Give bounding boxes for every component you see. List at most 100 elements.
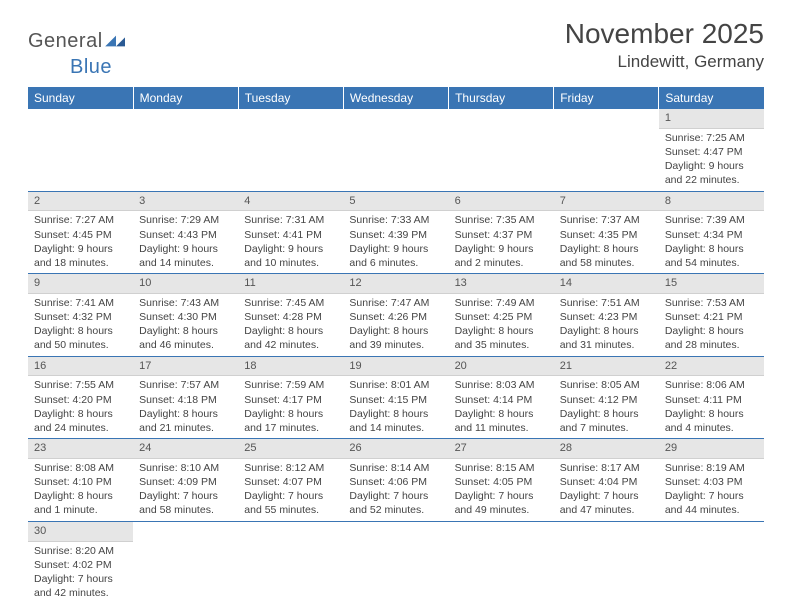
day-number: 6: [449, 192, 554, 212]
calendar-cell: [554, 109, 659, 191]
calendar-cell: [133, 521, 238, 603]
day-detail-line: Sunset: 4:37 PM: [455, 228, 548, 242]
day-detail-line: Sunrise: 7:37 AM: [560, 213, 653, 227]
calendar-cell: 24Sunrise: 8:10 AMSunset: 4:09 PMDayligh…: [133, 439, 238, 522]
day-detail-line: Sunset: 4:14 PM: [455, 393, 548, 407]
calendar-cell: [28, 109, 133, 191]
day-number: 17: [133, 357, 238, 377]
day-details: Sunrise: 7:25 AMSunset: 4:47 PMDaylight:…: [659, 129, 764, 191]
day-detail-line: Sunset: 4:10 PM: [34, 475, 127, 489]
calendar-cell: [343, 521, 448, 603]
calendar-row: 9Sunrise: 7:41 AMSunset: 4:32 PMDaylight…: [28, 274, 764, 357]
day-detail-line: Sunset: 4:34 PM: [665, 228, 758, 242]
day-number: 3: [133, 192, 238, 212]
day-detail-line: and 54 minutes.: [665, 256, 758, 270]
day-detail-line: Daylight: 7 hours: [455, 489, 548, 503]
day-detail-line: Sunrise: 8:19 AM: [665, 461, 758, 475]
day-detail-line: Daylight: 8 hours: [244, 324, 337, 338]
calendar-row: 2Sunrise: 7:27 AMSunset: 4:45 PMDaylight…: [28, 191, 764, 274]
day-detail-line: Daylight: 9 hours: [665, 159, 758, 173]
day-detail-line: Sunrise: 7:41 AM: [34, 296, 127, 310]
day-header: Monday: [133, 87, 238, 109]
day-number: 24: [133, 439, 238, 459]
calendar-row: 16Sunrise: 7:55 AMSunset: 4:20 PMDayligh…: [28, 356, 764, 439]
day-detail-line: Sunrise: 7:57 AM: [139, 378, 232, 392]
day-detail-line: Sunset: 4:17 PM: [244, 393, 337, 407]
day-number: 26: [343, 439, 448, 459]
day-header: Wednesday: [343, 87, 448, 109]
day-details: Sunrise: 8:20 AMSunset: 4:02 PMDaylight:…: [28, 542, 133, 604]
calendar-cell: [449, 521, 554, 603]
day-detail-line: Sunrise: 7:45 AM: [244, 296, 337, 310]
day-detail-line: Sunrise: 8:15 AM: [455, 461, 548, 475]
day-details: Sunrise: 7:55 AMSunset: 4:20 PMDaylight:…: [28, 376, 133, 438]
day-detail-line: Sunset: 4:06 PM: [349, 475, 442, 489]
day-detail-line: Sunset: 4:20 PM: [34, 393, 127, 407]
day-detail-line: Sunrise: 8:08 AM: [34, 461, 127, 475]
day-detail-line: Sunset: 4:43 PM: [139, 228, 232, 242]
day-number: 29: [659, 439, 764, 459]
day-number: 22: [659, 357, 764, 377]
day-detail-line: and 44 minutes.: [665, 503, 758, 517]
day-detail-line: and 11 minutes.: [455, 421, 548, 435]
day-details: Sunrise: 7:39 AMSunset: 4:34 PMDaylight:…: [659, 211, 764, 273]
day-detail-line: and 58 minutes.: [560, 256, 653, 270]
day-detail-line: Daylight: 8 hours: [349, 407, 442, 421]
day-detail-line: Sunset: 4:45 PM: [34, 228, 127, 242]
day-detail-line: and 39 minutes.: [349, 338, 442, 352]
day-detail-line: Sunset: 4:03 PM: [665, 475, 758, 489]
day-detail-line: and 10 minutes.: [244, 256, 337, 270]
day-detail-line: Sunrise: 8:05 AM: [560, 378, 653, 392]
day-detail-line: Sunset: 4:35 PM: [560, 228, 653, 242]
day-detail-line: Sunset: 4:26 PM: [349, 310, 442, 324]
day-details: Sunrise: 7:49 AMSunset: 4:25 PMDaylight:…: [449, 294, 554, 356]
day-detail-line: Daylight: 8 hours: [244, 407, 337, 421]
day-details: Sunrise: 8:08 AMSunset: 4:10 PMDaylight:…: [28, 459, 133, 521]
day-detail-line: and 42 minutes.: [244, 338, 337, 352]
day-detail-line: Sunset: 4:02 PM: [34, 558, 127, 572]
day-details: Sunrise: 7:53 AMSunset: 4:21 PMDaylight:…: [659, 294, 764, 356]
day-detail-line: and 49 minutes.: [455, 503, 548, 517]
day-detail-line: Daylight: 9 hours: [139, 242, 232, 256]
day-detail-line: Daylight: 8 hours: [560, 324, 653, 338]
day-detail-line: and 14 minutes.: [349, 421, 442, 435]
day-detail-line: Sunrise: 8:06 AM: [665, 378, 758, 392]
day-details: Sunrise: 7:47 AMSunset: 4:26 PMDaylight:…: [343, 294, 448, 356]
calendar-cell: [554, 521, 659, 603]
calendar-cell: 3Sunrise: 7:29 AMSunset: 4:43 PMDaylight…: [133, 191, 238, 274]
calendar-row: 1Sunrise: 7:25 AMSunset: 4:47 PMDaylight…: [28, 109, 764, 191]
day-detail-line: Daylight: 9 hours: [349, 242, 442, 256]
day-detail-line: and 31 minutes.: [560, 338, 653, 352]
day-detail-line: Daylight: 7 hours: [560, 489, 653, 503]
calendar-cell: 16Sunrise: 7:55 AMSunset: 4:20 PMDayligh…: [28, 356, 133, 439]
day-details: Sunrise: 8:19 AMSunset: 4:03 PMDaylight:…: [659, 459, 764, 521]
day-detail-line: Daylight: 9 hours: [244, 242, 337, 256]
day-detail-line: Daylight: 8 hours: [139, 407, 232, 421]
day-details: Sunrise: 7:27 AMSunset: 4:45 PMDaylight:…: [28, 211, 133, 273]
day-detail-line: and 6 minutes.: [349, 256, 442, 270]
day-number: 1: [659, 109, 764, 129]
day-detail-line: Daylight: 8 hours: [34, 407, 127, 421]
day-detail-line: Daylight: 8 hours: [455, 407, 548, 421]
day-number: 15: [659, 274, 764, 294]
calendar-cell: 15Sunrise: 7:53 AMSunset: 4:21 PMDayligh…: [659, 274, 764, 357]
calendar-cell: 30Sunrise: 8:20 AMSunset: 4:02 PMDayligh…: [28, 521, 133, 603]
calendar-cell: 7Sunrise: 7:37 AMSunset: 4:35 PMDaylight…: [554, 191, 659, 274]
day-details: Sunrise: 7:29 AMSunset: 4:43 PMDaylight:…: [133, 211, 238, 273]
day-detail-line: and 18 minutes.: [34, 256, 127, 270]
day-number: 18: [238, 357, 343, 377]
day-detail-line: Sunset: 4:41 PM: [244, 228, 337, 242]
calendar-cell: 13Sunrise: 7:49 AMSunset: 4:25 PMDayligh…: [449, 274, 554, 357]
day-number: 11: [238, 274, 343, 294]
day-details: Sunrise: 8:01 AMSunset: 4:15 PMDaylight:…: [343, 376, 448, 438]
calendar-cell: [238, 109, 343, 191]
day-detail-line: Sunset: 4:11 PM: [665, 393, 758, 407]
calendar-cell: 1Sunrise: 7:25 AMSunset: 4:47 PMDaylight…: [659, 109, 764, 191]
day-detail-line: Sunrise: 7:35 AM: [455, 213, 548, 227]
day-detail-line: and 24 minutes.: [34, 421, 127, 435]
day-detail-line: Daylight: 7 hours: [34, 572, 127, 586]
day-detail-line: Sunrise: 7:29 AM: [139, 213, 232, 227]
calendar-cell: 2Sunrise: 7:27 AMSunset: 4:45 PMDaylight…: [28, 191, 133, 274]
day-detail-line: Daylight: 8 hours: [665, 242, 758, 256]
month-title: November 2025: [565, 18, 764, 50]
